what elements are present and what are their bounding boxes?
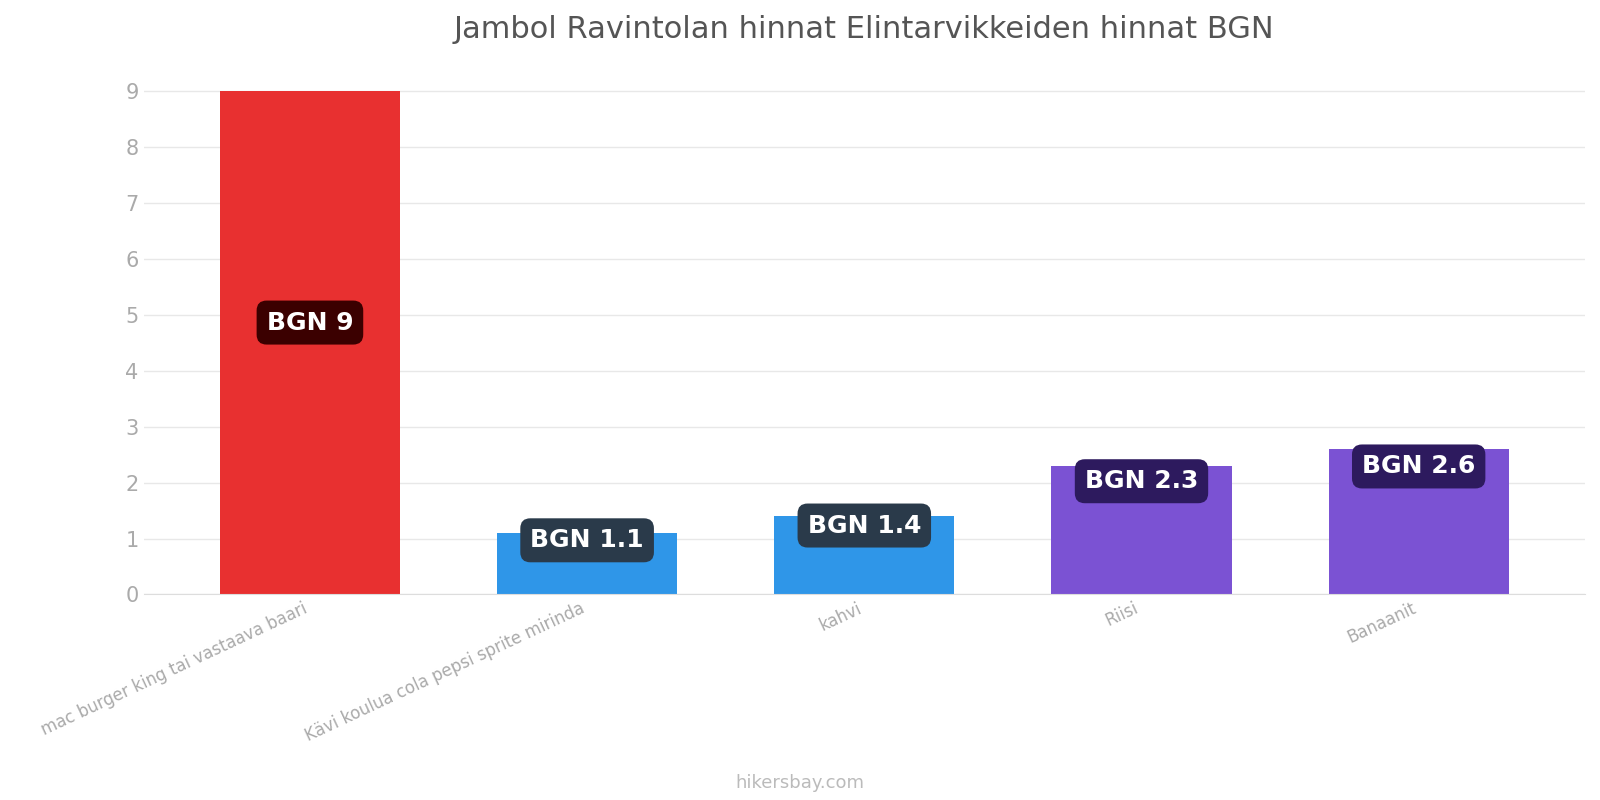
- Text: BGN 9: BGN 9: [267, 310, 354, 334]
- Title: Jambol Ravintolan hinnat Elintarvikkeiden hinnat BGN: Jambol Ravintolan hinnat Elintarvikkeide…: [454, 15, 1275, 44]
- Bar: [1328, 449, 1509, 594]
- Text: BGN 2.3: BGN 2.3: [1085, 470, 1198, 494]
- Text: BGN 2.6: BGN 2.6: [1362, 454, 1475, 478]
- Bar: [774, 516, 954, 594]
- Bar: [498, 533, 677, 594]
- Bar: [219, 91, 400, 594]
- Text: hikersbay.com: hikersbay.com: [736, 774, 864, 792]
- Bar: [1051, 466, 1232, 594]
- Text: BGN 1.1: BGN 1.1: [530, 528, 643, 552]
- Text: BGN 1.4: BGN 1.4: [808, 514, 922, 538]
